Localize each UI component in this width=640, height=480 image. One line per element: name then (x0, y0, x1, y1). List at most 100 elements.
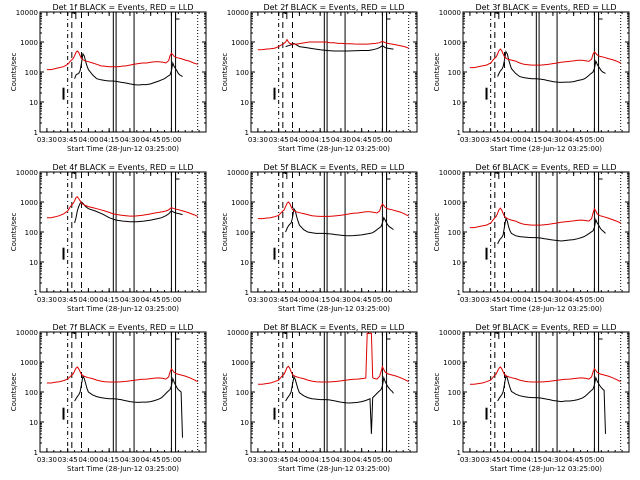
start-bracket (282, 172, 288, 179)
x-tick-label: 03:30 (37, 136, 57, 144)
y-tick-label: 10000 (227, 329, 249, 337)
y-tick-label: 1000 (231, 359, 249, 367)
x-tick-label: 04:30 (543, 136, 563, 144)
lld-series-line (257, 332, 409, 385)
lld-series-line (257, 201, 409, 220)
x-tick-label: 03:45 (58, 296, 78, 304)
chart-title: Det 6f BLACK = Events, RED = LLD (475, 163, 616, 172)
y-axis-label: Counts/sec (221, 373, 229, 412)
x-tick-label: 03:30 (248, 136, 268, 144)
x-tick-label: 04:00 (289, 136, 309, 144)
chart-panel-7: Det 7f BLACK = Events, RED = LLD 1 10 100 10… (10, 323, 207, 473)
x-tick-label: 04:15 (99, 456, 119, 464)
start-bracket (71, 172, 77, 179)
events-series-line (497, 50, 606, 83)
y-tick-label: 10 (240, 259, 249, 267)
y-axis-label: Counts/sec (10, 373, 18, 412)
y-axis-label: Counts/sec (433, 53, 441, 92)
events-series-line (74, 52, 183, 86)
y-tick-label: 1000 (20, 39, 38, 47)
events-series-line (74, 374, 183, 438)
events-series-line (74, 201, 183, 224)
end-bracket (175, 173, 180, 180)
x-tick-label: 04:45 (141, 296, 161, 304)
end-bracket (175, 13, 180, 20)
y-tick-label: 1000 (231, 199, 249, 207)
y-tick-label: 10 (29, 99, 38, 107)
y-tick-label: 10000 (16, 169, 38, 177)
x-tick-label: 04:00 (78, 296, 98, 304)
y-axis-label: Counts/sec (221, 53, 229, 92)
y-tick-label: 1000 (443, 359, 461, 367)
x-tick-label: 03:45 (481, 296, 501, 304)
x-tick-label: 04:15 (310, 136, 330, 144)
x-tick-label: 04:45 (141, 456, 161, 464)
y-axis-label: Counts/sec (10, 213, 18, 252)
y-tick-label: 10000 (16, 9, 38, 17)
x-axis-label: Start Time (28-Jun-12 03:25:00) (278, 465, 390, 473)
y-tick-label: 100 (448, 389, 461, 397)
y-tick-label: 10 (240, 99, 249, 107)
x-tick-label: 04:30 (543, 296, 563, 304)
x-tick-label: 04:30 (331, 296, 351, 304)
x-axis-label: Start Time (28-Jun-12 03:25:00) (490, 145, 602, 153)
x-tick-label: 04:00 (501, 136, 521, 144)
start-bracket (494, 12, 500, 19)
chart-panel-5: Det 5f BLACK = Events, RED = LLD 1 10 100 10… (221, 163, 418, 313)
x-tick-label: 04:45 (352, 296, 372, 304)
start-bracket (71, 332, 77, 339)
start-bracket (71, 12, 77, 19)
chart-panel-4: Det 4f BLACK = Events, RED = LLD 1 10 100 10… (10, 163, 207, 313)
events-series-line (285, 375, 394, 434)
chart-panel-3: Det 3f BLACK = Events, RED = LLD 1 10 100 10… (433, 3, 630, 153)
chart-title: Det 1f BLACK = Events, RED = LLD (52, 3, 193, 12)
x-tick-label: 05:00 (161, 296, 181, 304)
x-axis-label: Start Time (28-Jun-12 03:25:00) (490, 305, 602, 313)
x-tick-label: 05:00 (372, 136, 392, 144)
x-axis-label: Start Time (28-Jun-12 03:25:00) (278, 305, 390, 313)
x-tick-label: 05:00 (372, 456, 392, 464)
y-tick-label: 100 (448, 229, 461, 237)
x-tick-label: 03:45 (269, 456, 289, 464)
x-tick-label: 03:45 (481, 456, 501, 464)
end-bracket (386, 173, 391, 180)
chart-title: Det 5f BLACK = Events, RED = LLD (263, 163, 404, 172)
y-tick-label: 1000 (443, 199, 461, 207)
x-tick-label: 03:30 (460, 136, 480, 144)
chart-panel-1: Det 1f BLACK = Events, RED = LLD 1 10 100 10… (10, 3, 207, 153)
x-tick-label: 04:15 (99, 136, 119, 144)
events-series-line (285, 42, 394, 52)
lld-series-line (469, 48, 621, 69)
end-bracket (598, 173, 603, 180)
end-bracket (386, 13, 391, 20)
y-tick-label: 1 (245, 289, 249, 297)
x-tick-label: 04:15 (522, 456, 542, 464)
y-tick-label: 1 (245, 129, 249, 137)
lld-series-line (469, 207, 621, 229)
x-tick-label: 04:45 (141, 136, 161, 144)
y-tick-label: 1 (34, 129, 38, 137)
end-bracket (386, 333, 391, 340)
x-tick-label: 04:15 (522, 136, 542, 144)
y-tick-label: 100 (236, 389, 249, 397)
x-tick-label: 04:45 (352, 456, 372, 464)
plot-frame (250, 171, 418, 293)
end-bracket (598, 13, 603, 20)
y-tick-label: 10 (452, 419, 461, 427)
chart-panel-9: Det 9f BLACK = Events, RED = LLD 1 10 100 10… (433, 323, 630, 473)
y-tick-label: 1000 (20, 359, 38, 367)
start-bracket (282, 332, 288, 339)
chart-title: Det 9f BLACK = Events, RED = LLD (475, 323, 616, 332)
start-bracket (494, 172, 500, 179)
x-tick-label: 04:30 (120, 136, 140, 144)
y-tick-label: 1 (457, 289, 461, 297)
chart-title: Det 8f BLACK = Events, RED = LLD (263, 323, 404, 332)
x-tick-label: 03:30 (248, 296, 268, 304)
lld-series-line (257, 38, 409, 51)
x-axis-label: Start Time (28-Jun-12 03:25:00) (278, 145, 390, 153)
y-tick-label: 1 (34, 289, 38, 297)
y-tick-label: 10000 (439, 329, 461, 337)
chart-title: Det 2f BLACK = Events, RED = LLD (263, 3, 404, 12)
y-tick-label: 1 (34, 449, 38, 457)
